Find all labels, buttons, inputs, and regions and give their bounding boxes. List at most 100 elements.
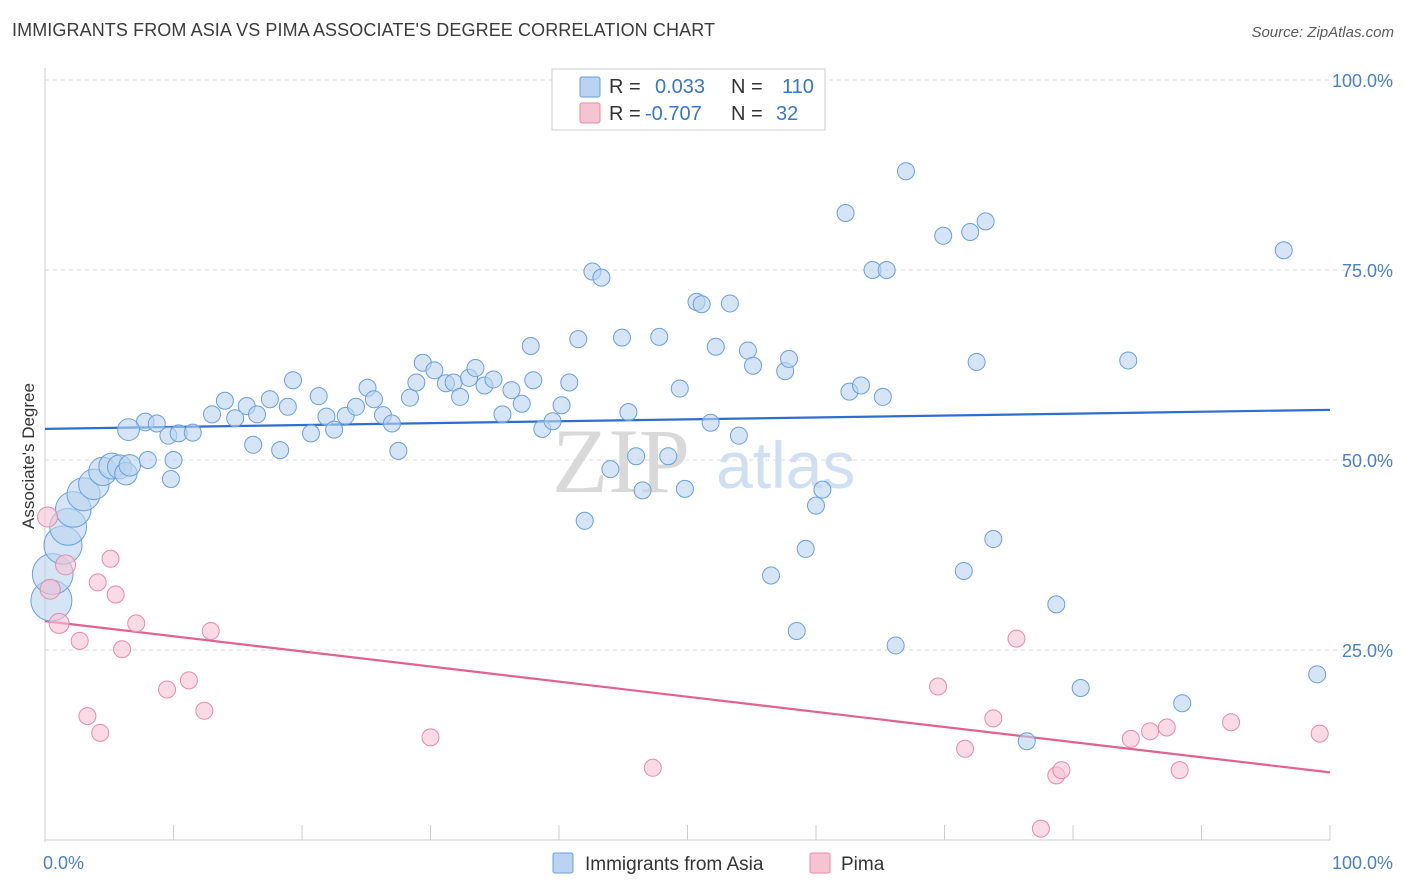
point-asia: [976, 212, 995, 231]
point-asia: [807, 496, 825, 515]
point-asia: [961, 223, 980, 241]
point-pima: [1121, 729, 1140, 748]
point-asia: [284, 371, 303, 390]
point-pima: [643, 758, 662, 777]
point-pima: [113, 640, 132, 659]
point-asia: [706, 337, 725, 356]
point-asia: [967, 352, 986, 371]
point-pima: [48, 612, 70, 634]
legend-r-label-asia: R =: [609, 76, 641, 98]
point-asia: [1274, 241, 1293, 260]
point-asia: [552, 396, 571, 415]
point-asia: [592, 268, 611, 287]
point-asia: [701, 413, 720, 432]
point-asia: [493, 405, 512, 424]
point-asia: [271, 441, 290, 460]
point-pima: [1157, 718, 1176, 737]
point-asia: [226, 409, 245, 428]
point-asia: [619, 403, 638, 422]
point-asia: [425, 361, 444, 380]
point-asia: [524, 371, 543, 390]
point-pima: [195, 701, 214, 720]
point-asia: [1071, 679, 1090, 697]
point-pima: [421, 728, 440, 747]
tick-labels: 25.0% 50.0% 75.0% 100.0% 0.0% 100.0%: [43, 71, 1393, 873]
point-asia: [720, 294, 739, 313]
point-asia: [813, 480, 832, 499]
point-asia: [183, 423, 202, 442]
point-pima: [37, 506, 59, 528]
point-asia: [762, 566, 781, 585]
bottom-legend-swatch-asia: [552, 852, 574, 874]
point-asia: [1017, 732, 1036, 751]
point-pima: [70, 631, 89, 650]
x-tick-label: 100.0%: [1332, 853, 1393, 873]
trend-line-asia: [44, 408, 1331, 430]
point-pima: [984, 709, 1003, 728]
point-asia: [248, 405, 267, 424]
point-asia: [729, 426, 748, 445]
point-asia: [627, 447, 646, 466]
trend-line-pima: [44, 620, 1331, 774]
point-asia: [147, 414, 166, 433]
legend-r-label-pima: R =: [609, 103, 641, 125]
point-asia: [407, 373, 426, 392]
y-tick-label: 75.0%: [1342, 261, 1393, 281]
y-tick-label: 100.0%: [1332, 71, 1393, 91]
point-asia: [877, 261, 896, 279]
point-asia: [886, 636, 905, 655]
point-pima: [91, 723, 110, 742]
point-asia: [382, 414, 401, 433]
point-pima: [1031, 819, 1050, 838]
point-asia: [851, 376, 870, 395]
point-asia: [260, 390, 279, 409]
point-asia: [780, 349, 799, 368]
legend-swatch-pima: [579, 102, 601, 124]
point-pima: [106, 585, 125, 604]
point-pima: [78, 707, 97, 726]
point-pima: [158, 680, 177, 699]
gridlines: [45, 79, 1395, 651]
point-asia: [650, 327, 669, 346]
point-pima: [179, 671, 198, 690]
point-asia: [484, 370, 503, 389]
legend-r-value-pima: -0.707: [645, 103, 702, 125]
point-asia: [301, 424, 320, 443]
point-asia: [502, 381, 521, 400]
point-asia: [796, 539, 815, 558]
axes: [44, 68, 1331, 842]
point-asia: [896, 162, 915, 181]
point-asia: [1047, 595, 1066, 614]
chart-title: IMMIGRANTS FROM ASIA VS PIMA ASSOCIATE'S…: [12, 20, 716, 40]
trend-lines: [44, 408, 1331, 774]
point-asia: [633, 481, 652, 500]
legend-n-value-asia: 110: [782, 76, 814, 98]
point-pima: [39, 578, 61, 600]
point-asia: [244, 435, 263, 454]
point-asia: [346, 397, 365, 416]
bottom-legend-label-asia: Immigrants from Asia: [585, 854, 764, 875]
point-asia: [512, 394, 531, 413]
legend-box: R = 0.033 N = 110 R = -0.707 N = 32: [551, 68, 826, 131]
legend-n-label-asia: N =: [731, 76, 763, 98]
point-asia: [118, 454, 142, 477]
point-asia: [601, 460, 620, 479]
point-pima: [88, 573, 107, 592]
point-pima: [55, 554, 77, 576]
point-pima: [201, 622, 220, 640]
point-asia: [744, 356, 763, 375]
point-asia: [560, 373, 579, 392]
point-pima: [929, 677, 948, 696]
point-asia: [692, 295, 711, 314]
point-asia: [138, 451, 157, 469]
point-asia: [203, 405, 222, 424]
x-tick-label: 0.0%: [43, 853, 84, 873]
bottom-legend: Immigrants from Asia Pima: [552, 852, 885, 875]
point-asia: [451, 387, 470, 406]
point-asia: [575, 511, 594, 530]
legend-n-value-pima: 32: [776, 103, 798, 125]
point-asia: [164, 451, 183, 469]
point-asia: [364, 390, 383, 409]
y-tick-label: 25.0%: [1342, 641, 1393, 661]
